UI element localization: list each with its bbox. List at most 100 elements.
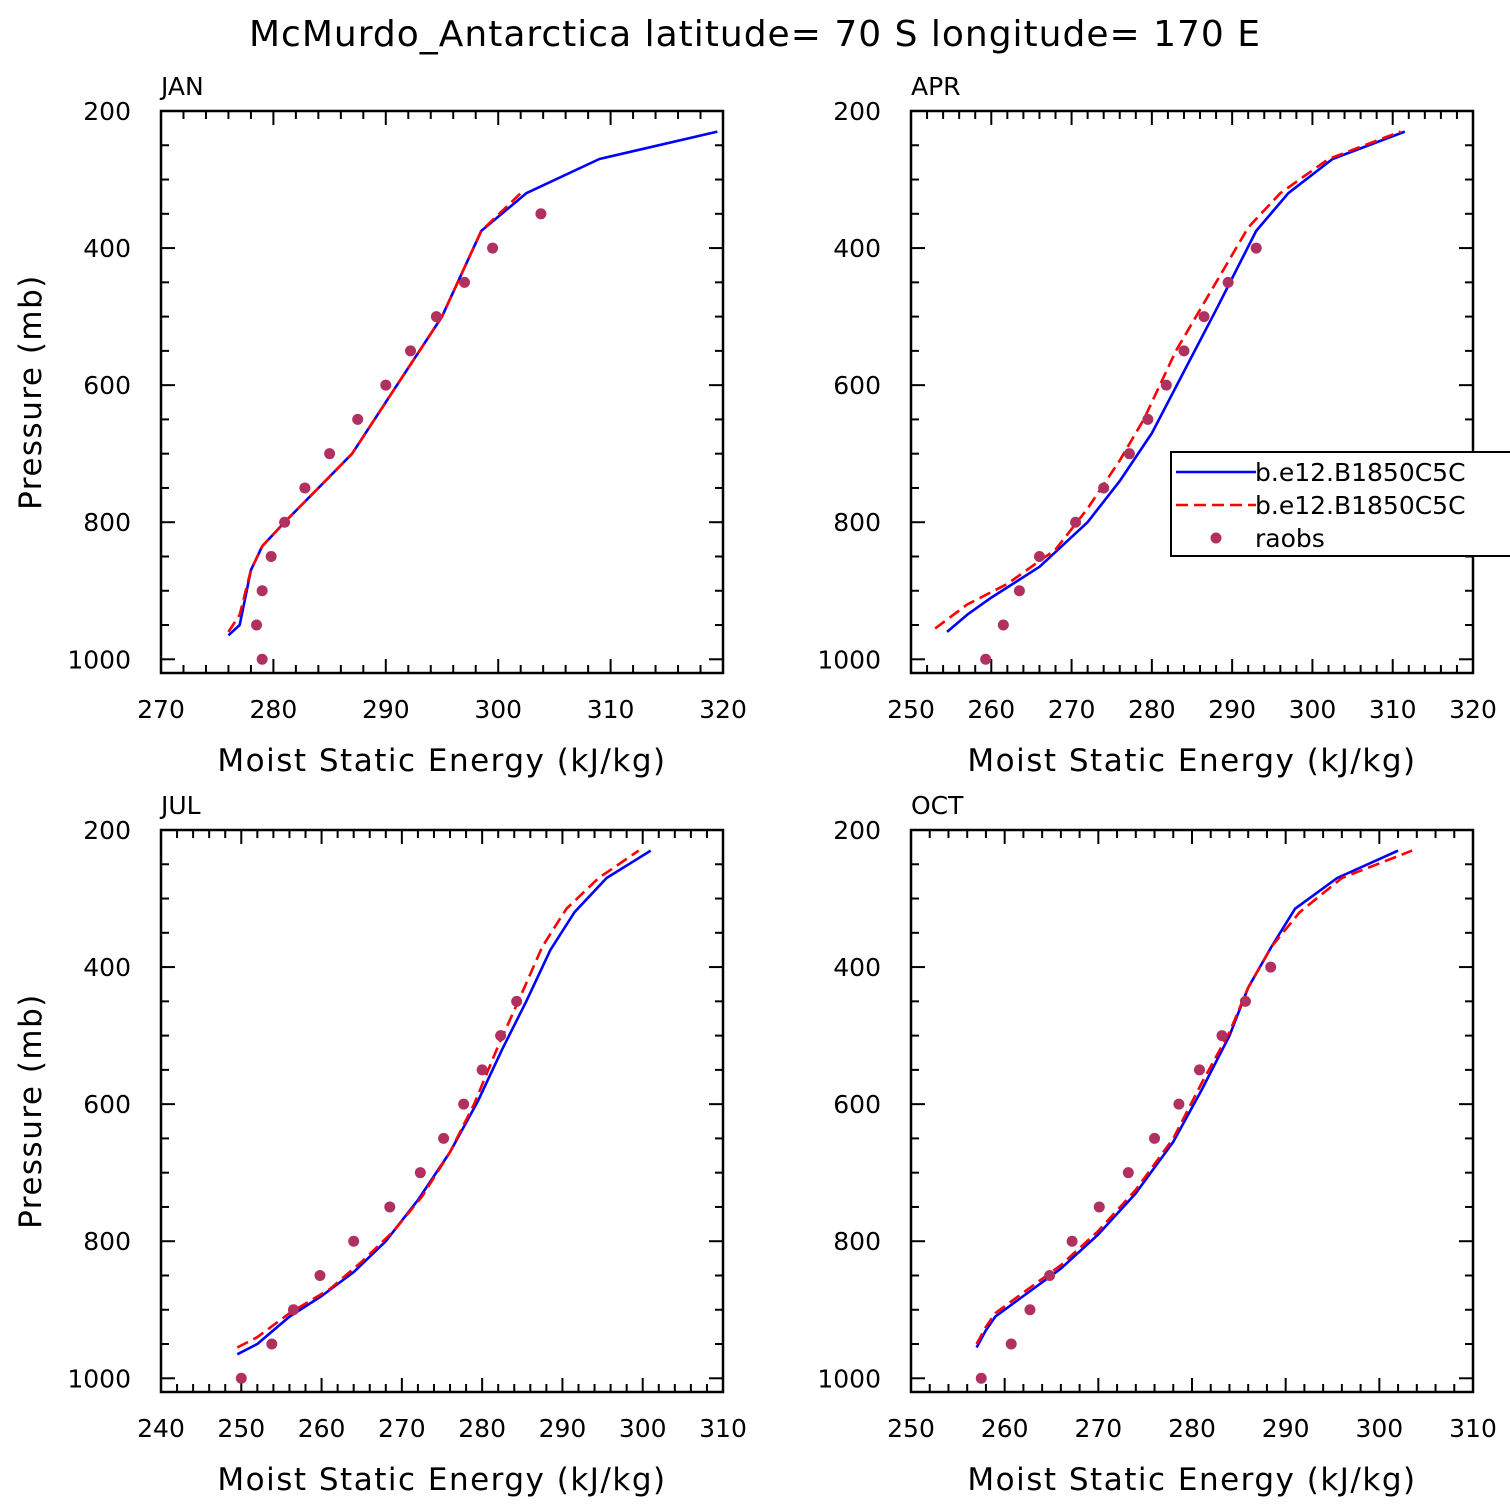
raobs-point xyxy=(299,482,311,494)
raobs-point xyxy=(380,379,392,391)
y-tick-label: 200 xyxy=(833,97,881,126)
figure-title: McMurdo_Antarctica latitude= 70 S longit… xyxy=(249,14,1261,55)
y-tick-label: 400 xyxy=(833,953,881,982)
plot-frame xyxy=(159,828,725,1394)
model2-dashed-line xyxy=(934,130,1402,630)
raobs-point xyxy=(414,1167,426,1179)
x-tick-label: 310 xyxy=(587,695,635,724)
raobs-point xyxy=(1178,345,1190,357)
raobs-point xyxy=(1193,1064,1205,1076)
y-tick-label: 400 xyxy=(83,234,131,263)
raobs-point xyxy=(1070,516,1082,528)
raobs-point xyxy=(511,995,523,1007)
raobs-point xyxy=(535,208,547,220)
raobs-point xyxy=(1044,1269,1056,1281)
y-tick-label: 200 xyxy=(83,97,131,126)
y-tick-label: 400 xyxy=(83,953,131,982)
raobs-point xyxy=(1005,1338,1017,1350)
raobs-point xyxy=(458,276,470,288)
raobs-point xyxy=(1013,585,1025,597)
raobs-point xyxy=(235,1372,247,1384)
y-tick-label: 600 xyxy=(83,1090,131,1119)
model1-solid-line xyxy=(227,130,718,637)
raobs-point xyxy=(1098,482,1110,494)
raobs-point xyxy=(1066,1235,1078,1247)
model1-solid-line xyxy=(236,849,652,1356)
raobs-point xyxy=(980,653,992,665)
plot-frame xyxy=(159,109,725,675)
x-tick-label: 260 xyxy=(298,1414,346,1443)
raobs-point xyxy=(1033,550,1045,562)
x-tick-label: 280 xyxy=(1168,1414,1216,1443)
raobs-point xyxy=(405,345,417,357)
raobs-point xyxy=(430,311,442,323)
model1-solid-line xyxy=(946,130,1406,633)
y-tick-label: 200 xyxy=(833,816,881,845)
raobs-point xyxy=(1093,1201,1105,1213)
x-tick-label: 260 xyxy=(967,695,1015,724)
legend: b.e12.B1850C5C b.e12.B1850C5C raobs xyxy=(1170,451,1510,557)
y-tick-label: 400 xyxy=(833,234,881,263)
x-axis-label: Moist Static Energy (kJ/kg) xyxy=(967,1462,1416,1498)
raobs-point xyxy=(1250,242,1262,254)
legend-label: b.e12.B1850C5C xyxy=(1255,458,1466,487)
y-tick-label: 800 xyxy=(833,508,881,537)
x-tick-label: 270 xyxy=(1074,1414,1122,1443)
y-tick-label: 800 xyxy=(83,1227,131,1256)
y-tick-label: 200 xyxy=(83,816,131,845)
panels-group: 270 280 290 300 310 320 200 400 600 800 1000 Moist … xyxy=(13,72,1510,1498)
y-tick-label: 1000 xyxy=(817,1364,881,1393)
x-tick-label: 290 xyxy=(362,695,410,724)
raobs-point xyxy=(1222,276,1234,288)
raobs-point xyxy=(287,1304,299,1316)
raobs-point xyxy=(1173,1098,1185,1110)
raobs-point xyxy=(1239,995,1251,1007)
y-axis-label: Pressure (mb) xyxy=(13,274,49,510)
raobs-point xyxy=(975,1372,987,1384)
x-tick-label: 290 xyxy=(1208,695,1256,724)
raobs-point xyxy=(256,585,268,597)
x-tick-label: 320 xyxy=(1449,695,1497,724)
x-tick-label: 310 xyxy=(1369,695,1417,724)
model2-dashed-line xyxy=(236,849,640,1349)
x-tick-label: 280 xyxy=(250,695,298,724)
y-tick-label: 800 xyxy=(833,1227,881,1256)
model2-dashed-line xyxy=(975,849,1413,1345)
x-axis-label: Moist Static Energy (kJ/kg) xyxy=(217,743,666,779)
model2-dashed-line xyxy=(227,192,522,633)
chart-panel-jul: 240 250 260 270 280 290 300 310 200 400 600 800 1000… xyxy=(13,791,747,1498)
x-tick-label: 260 xyxy=(981,1414,1029,1443)
x-tick-label: 290 xyxy=(1262,1414,1310,1443)
y-axis-label: Pressure (mb) xyxy=(13,993,49,1229)
x-tick-label: 250 xyxy=(217,1414,265,1443)
x-tick-label: 300 xyxy=(1355,1414,1403,1443)
x-tick-label: 280 xyxy=(1128,695,1176,724)
raobs-point xyxy=(251,619,263,631)
model1-solid-line xyxy=(975,849,1399,1349)
legend-box xyxy=(1170,451,1510,557)
legend-label: raobs xyxy=(1255,524,1325,553)
raobs-point xyxy=(997,619,1009,631)
y-tick-label: 600 xyxy=(833,371,881,400)
x-tick-label: 320 xyxy=(699,695,747,724)
x-tick-label: 280 xyxy=(458,1414,506,1443)
raobs-point xyxy=(314,1269,326,1281)
raobs-point xyxy=(265,550,277,562)
raobs-point xyxy=(256,653,268,665)
y-tick-label: 1000 xyxy=(67,645,131,674)
x-axis-label: Moist Static Energy (kJ/kg) xyxy=(967,743,1416,779)
x-tick-label: 300 xyxy=(474,695,522,724)
y-tick-label: 800 xyxy=(83,508,131,537)
plot-frame xyxy=(909,109,1475,675)
x-tick-label: 290 xyxy=(539,1414,587,1443)
y-tick-label: 1000 xyxy=(817,645,881,674)
chart-panel-oct: 250 260 270 280 290 300 310 200 400 600 800 1000 Moi… xyxy=(817,791,1496,1498)
raobs-point xyxy=(1142,413,1154,425)
x-tick-label: 270 xyxy=(1048,695,1096,724)
x-tick-label: 310 xyxy=(699,1414,747,1443)
raobs-point xyxy=(476,1064,488,1076)
raobs-point xyxy=(324,448,336,460)
x-axis-label: Moist Static Energy (kJ/kg) xyxy=(217,1462,666,1498)
x-tick-label: 270 xyxy=(137,695,185,724)
raobs-point xyxy=(1198,311,1210,323)
